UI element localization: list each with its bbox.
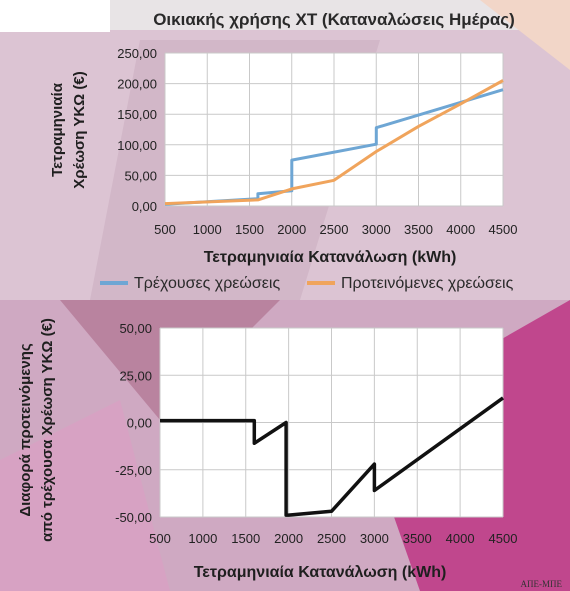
y-tick-label: 200,00 [117, 77, 157, 92]
x-tick-label: 4500 [489, 531, 518, 546]
y-tick-label: -25,00 [115, 463, 152, 478]
x-tick-label: 1500 [235, 222, 264, 237]
x-tick-label: 3500 [403, 531, 432, 546]
x-tick-label: 4000 [446, 531, 475, 546]
y-tick-label: 50,00 [124, 168, 157, 183]
x-tick-label: 3000 [362, 222, 391, 237]
y-axis-label: Τετραμηνιαία Χρέωση ΥΚΩ (€) [49, 71, 88, 188]
x-tick-label: 500 [154, 222, 176, 237]
photo-credit: ΑΠΕ-ΜΠΕ [520, 579, 563, 589]
x-tick-label: 4500 [489, 222, 518, 237]
y-axis-label: Διαφορά προτεινόμενης από τρέχουσα Χρέωση… [17, 318, 56, 542]
x-tick-label: 500 [149, 531, 171, 546]
y-tick-label: 250,00 [117, 46, 157, 61]
legend-label: Προτεινόμενες χρεώσεις [341, 275, 514, 292]
y-tick-label: 150,00 [117, 107, 157, 122]
y-tick-label: 0,00 [132, 199, 157, 214]
x-tick-label: 2000 [274, 531, 303, 546]
y-axis-label-line: από τρέχουσα Χρέωση ΥΚΩ (€) [39, 318, 56, 542]
x-tick-label: 2000 [277, 222, 306, 237]
y-tick-label: -50,00 [115, 510, 152, 525]
y-tick-label: 100,00 [117, 138, 157, 153]
series-line [164, 88, 504, 206]
x-tick-label: 1000 [188, 531, 217, 546]
chart-title: Οικιακής χρήσης ΧΤ (Καταναλώσεις Ημέρας) [153, 10, 515, 29]
legend-label: Τρέχουσες χρεώσεις [134, 275, 280, 292]
x-tick-label: 3000 [360, 531, 389, 546]
y-tick-label: 50,00 [119, 321, 152, 336]
y-axis-label-line: Διαφορά προτεινόμενης [17, 343, 34, 517]
y-axis-label-line: Τετραμηνιαία [49, 82, 66, 177]
x-tick-label: 1500 [231, 531, 260, 546]
x-axis-label: Τετραμηνιαία Κατανάλωση (kWh) [194, 564, 447, 581]
x-axis-label: Τετραμηνιαία Κατανάλωση (kWh) [204, 249, 457, 266]
x-tick-label: 2500 [317, 531, 346, 546]
y-tick-label: 0,00 [127, 416, 152, 431]
y-tick-label: 25,00 [119, 368, 152, 383]
x-tick-label: 3500 [404, 222, 433, 237]
series-line [164, 79, 504, 206]
x-tick-label: 2500 [320, 222, 349, 237]
series-line [160, 396, 505, 517]
x-tick-label: 1000 [193, 222, 222, 237]
y-axis-label-line: Χρέωση ΥΚΩ (€) [71, 71, 88, 188]
x-tick-label: 4000 [446, 222, 475, 237]
